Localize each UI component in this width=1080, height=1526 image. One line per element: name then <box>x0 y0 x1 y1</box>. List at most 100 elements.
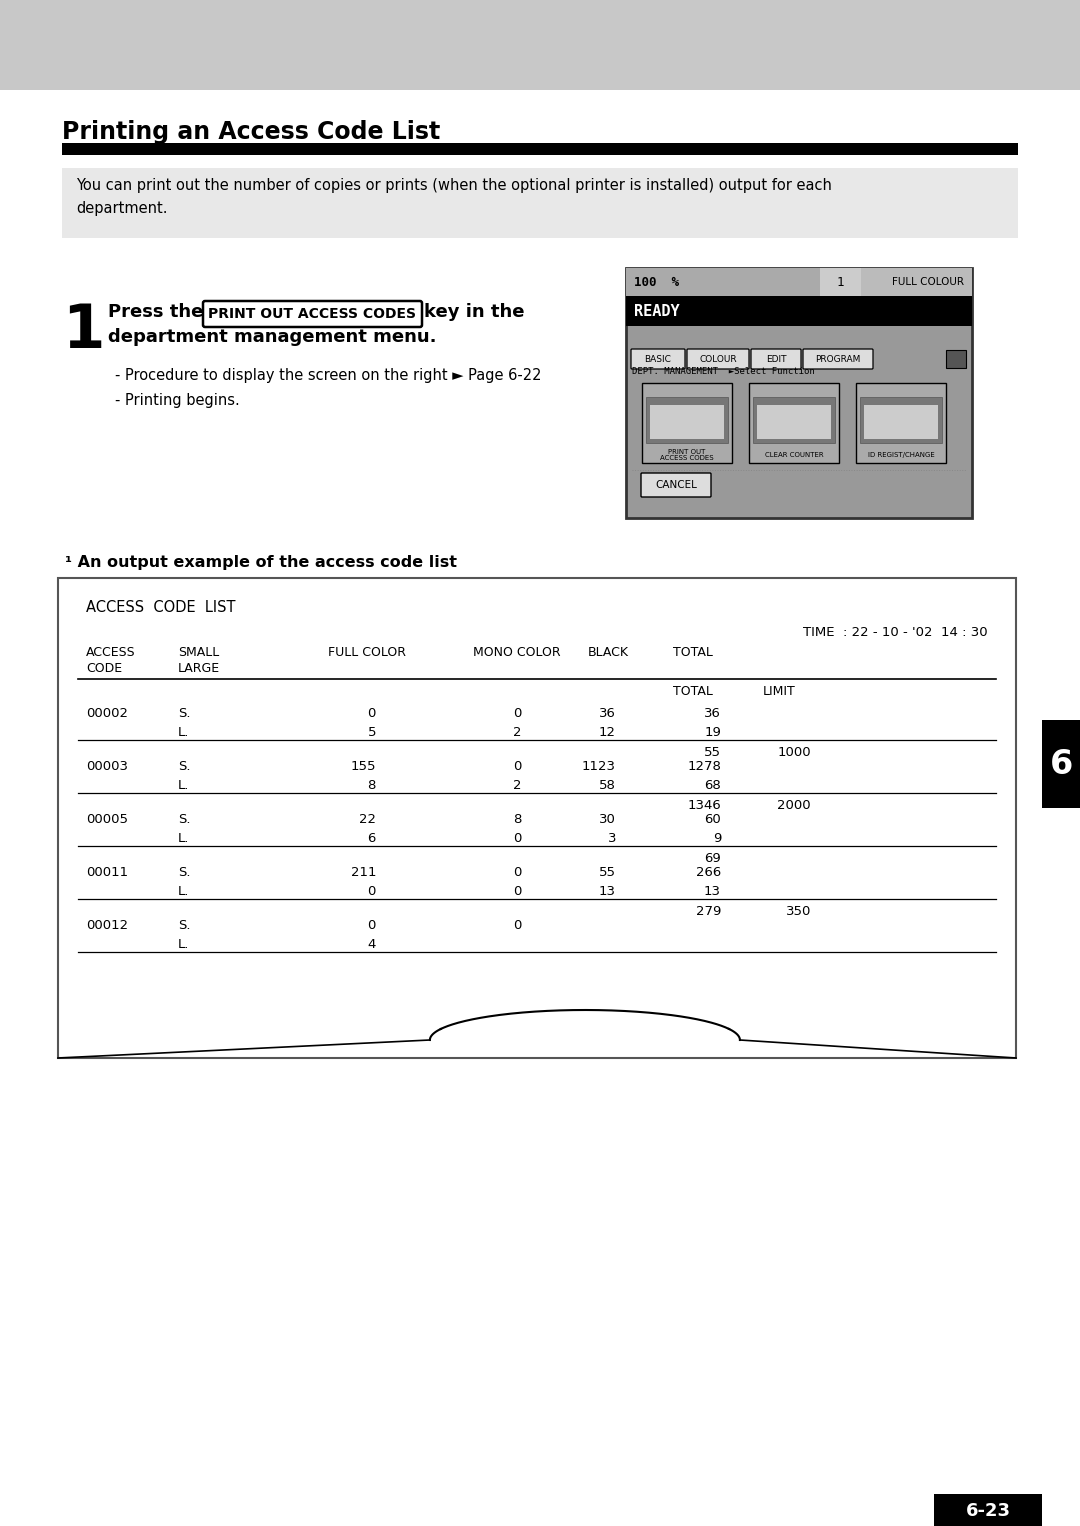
Text: 1278: 1278 <box>687 760 721 774</box>
Text: 1346: 1346 <box>687 800 721 812</box>
Text: MONO COLOR: MONO COLOR <box>473 645 561 659</box>
Text: S.: S. <box>178 865 190 879</box>
Text: TIME  : 22 - 10 - '02  14 : 30: TIME : 22 - 10 - '02 14 : 30 <box>804 626 988 639</box>
Text: CANCEL: CANCEL <box>656 481 697 490</box>
Text: PRINT OUT
ACCESS CODES: PRINT OUT ACCESS CODES <box>660 449 714 461</box>
Text: COLOUR: COLOUR <box>699 354 737 363</box>
Text: 2: 2 <box>513 726 521 739</box>
Text: ID REGIST/CHANGE: ID REGIST/CHANGE <box>867 452 934 458</box>
Text: 4: 4 <box>367 938 376 951</box>
Bar <box>0 0 1080 90</box>
Bar <box>650 404 724 439</box>
Text: - Procedure to display the screen on the right ► Page 6-22: - Procedure to display the screen on the… <box>114 368 541 383</box>
Text: 22: 22 <box>359 813 376 826</box>
Text: 36: 36 <box>704 707 721 720</box>
Text: BLACK: BLACK <box>588 645 629 659</box>
Text: L.: L. <box>178 778 189 792</box>
Bar <box>934 1494 1042 1526</box>
Text: 0: 0 <box>513 919 521 932</box>
Text: 19: 19 <box>704 726 721 739</box>
Bar <box>1042 720 1080 807</box>
Bar <box>58 578 1016 1058</box>
Text: EDIT: EDIT <box>766 354 786 363</box>
Text: 1: 1 <box>62 302 105 362</box>
Text: DEPT. MANAGEMENT  ►Select Function: DEPT. MANAGEMENT ►Select Function <box>632 368 814 377</box>
Text: Printing an Access Code List: Printing an Access Code List <box>62 121 441 143</box>
Text: 6: 6 <box>367 832 376 845</box>
FancyBboxPatch shape <box>203 301 422 327</box>
Text: 00011: 00011 <box>86 865 129 879</box>
Text: 1: 1 <box>837 276 845 288</box>
FancyBboxPatch shape <box>631 349 685 369</box>
Text: L.: L. <box>178 726 189 739</box>
Bar <box>864 404 939 439</box>
Bar <box>626 296 972 327</box>
Text: S.: S. <box>178 760 190 774</box>
Bar <box>62 168 1018 238</box>
Text: 58: 58 <box>599 778 616 792</box>
Text: 5: 5 <box>367 726 376 739</box>
Text: 0: 0 <box>513 832 521 845</box>
Text: BASIC: BASIC <box>645 354 672 363</box>
Text: 2: 2 <box>513 778 521 792</box>
Text: 1123: 1123 <box>582 760 616 774</box>
Text: S.: S. <box>178 919 190 932</box>
Text: 2000: 2000 <box>778 800 811 812</box>
Text: 00003: 00003 <box>86 760 129 774</box>
Text: FULL COLOUR: FULL COLOUR <box>892 278 964 287</box>
Text: L.: L. <box>178 832 189 845</box>
Text: 279: 279 <box>696 905 721 919</box>
Text: ACCESS  CODE  LIST: ACCESS CODE LIST <box>86 600 235 615</box>
Text: 00012: 00012 <box>86 919 129 932</box>
Bar <box>62 143 1018 156</box>
Text: 155: 155 <box>351 760 376 774</box>
Text: 00002: 00002 <box>86 707 129 720</box>
Bar <box>946 349 966 368</box>
Bar <box>757 404 831 439</box>
Text: 6: 6 <box>1050 748 1072 780</box>
Text: 211: 211 <box>351 865 376 879</box>
Text: 0: 0 <box>367 885 376 897</box>
Text: 0: 0 <box>367 707 376 720</box>
FancyBboxPatch shape <box>751 349 801 369</box>
Bar <box>820 269 861 296</box>
Text: 0: 0 <box>513 760 521 774</box>
Bar <box>753 397 835 443</box>
Text: 9: 9 <box>713 832 721 845</box>
Text: LIMIT: LIMIT <box>762 685 796 697</box>
Text: S.: S. <box>178 813 190 826</box>
Text: 8: 8 <box>367 778 376 792</box>
Text: L.: L. <box>178 938 189 951</box>
Bar <box>626 269 972 296</box>
Text: 8: 8 <box>513 813 521 826</box>
Text: 30: 30 <box>599 813 616 826</box>
Text: 55: 55 <box>599 865 616 879</box>
Text: 13: 13 <box>704 885 721 897</box>
Text: 68: 68 <box>704 778 721 792</box>
Text: FULL COLOR: FULL COLOR <box>328 645 406 659</box>
Text: 55: 55 <box>704 746 721 758</box>
FancyBboxPatch shape <box>642 473 711 497</box>
Bar <box>646 397 728 443</box>
Text: 69: 69 <box>704 852 721 865</box>
Text: 0: 0 <box>513 865 521 879</box>
Text: 1000: 1000 <box>778 746 811 758</box>
Bar <box>642 383 732 462</box>
Text: 36: 36 <box>599 707 616 720</box>
Text: PROGRAM: PROGRAM <box>815 354 861 363</box>
Bar <box>626 269 820 296</box>
Text: TOTAL: TOTAL <box>673 685 713 697</box>
Text: key in the: key in the <box>424 304 525 320</box>
Text: 0: 0 <box>367 919 376 932</box>
Text: L.: L. <box>178 885 189 897</box>
Text: 6-23: 6-23 <box>966 1502 1011 1520</box>
Text: S.: S. <box>178 707 190 720</box>
Bar <box>860 397 942 443</box>
Bar <box>856 383 946 462</box>
Text: READY: READY <box>634 304 679 319</box>
Text: 100  %: 100 % <box>634 276 679 288</box>
Text: 266: 266 <box>696 865 721 879</box>
Text: CLEAR COUNTER: CLEAR COUNTER <box>765 452 823 458</box>
Text: 60: 60 <box>704 813 721 826</box>
Text: 0: 0 <box>513 707 521 720</box>
